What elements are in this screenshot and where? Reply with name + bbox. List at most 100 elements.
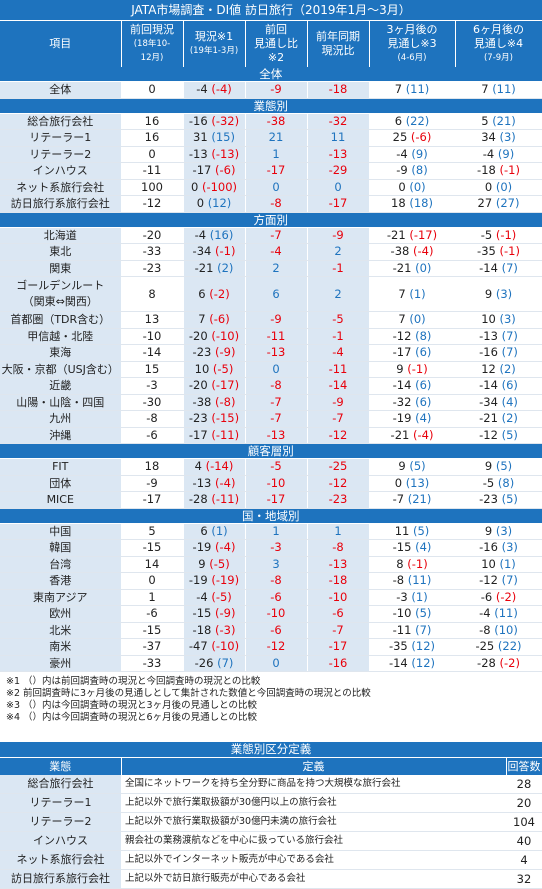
row-label: 訪日旅行系旅行会社 [0,195,122,213]
prev-value: 1 [121,589,184,606]
current-value: 9 (-5) [183,556,246,573]
outlook-3month: -17 (6) [369,344,456,362]
table-row: 北米 -15 -18 (-3) -6 -7 -11 (7) -8 (10) [0,622,542,639]
definition-text: 親会社の業務渡航などを中心に扱っている旅行会社 [121,831,506,851]
definition-responses: 20 [506,793,542,813]
prev-value: 18 [121,458,184,476]
outlook-3month: -4 (9) [369,146,456,163]
yoy-value: -13 [307,146,370,163]
current-value: -19 (-19) [183,572,246,590]
table-row: 北海道 -20 -4 (16) -7 -9 -21 (-17) -5 (-1) [0,227,542,244]
current-value: 7 (-6) [183,311,246,329]
current-value: -38 (-8) [183,394,246,411]
current-value: 0 (-100) [183,179,246,196]
prev-value: 13 [121,311,184,329]
definition-row: リテーラー2 上記以外で旅行業取扱額が30億円未満の旅行会社 104 [0,812,542,832]
yoy-value: 2 [307,243,370,261]
prev-value: 5 [121,523,184,540]
compare-value: -11 [245,328,308,345]
current-value: -26 (7) [183,655,246,672]
outlook-6month: -8 (10) [455,622,542,639]
definition-responses: 28 [506,775,542,794]
prev-value: -23 [121,260,184,277]
yoy-value: -9 [307,394,370,411]
current-value: -47 (-10) [183,638,246,656]
header-3month: 3ヶ月後の 見通し※3 (4-6月) [369,21,456,67]
prev-value: -6 [121,427,184,444]
outlook-6month: 7 (11) [455,81,542,99]
prev-value: -8 [121,410,184,428]
row-label: 関東 [0,260,122,277]
compare-value: -8 [245,377,308,395]
prev-value: -37 [121,638,184,656]
prev-value: 16 [121,113,184,130]
prev-value: -9 [121,475,184,492]
prev-value: 0 [121,81,184,99]
row-label: ゴールデンルート （関東⇔関西） [0,276,122,312]
section-title: 国・地域別 [0,508,542,524]
prev-value: -30 [121,394,184,411]
outlook-6month: 9 (3) [455,276,542,312]
definition-text: 上記以外で訪日旅行販売が中心である会社 [121,869,506,889]
row-label: インハウス [0,162,122,180]
outlook-6month: 9 (5) [455,458,542,476]
current-value: -4 (-5) [183,589,246,606]
yoy-value: -12 [307,475,370,492]
row-label: ネット系旅行会社 [0,179,122,196]
outlook-3month: 6 (22) [369,113,456,130]
definition-text: 上記以外で旅行業取扱額が30億円以上の旅行会社 [121,793,506,813]
definition-type: リテーラー1 [0,793,121,813]
footnote-3: ※3 （）内は今回調査時の現況と3ヶ月後の見通しとの比較 [6,700,257,711]
prev-value: -33 [121,243,184,261]
header-prev: 前回現況 (18年10- 12月) [121,21,184,67]
compare-value: 1 [245,523,308,540]
outlook-3month: 9 (5) [369,458,456,476]
current-value: -15 (-9) [183,605,246,623]
yoy-value: -12 [307,427,370,444]
prev-value: 100 [121,179,184,196]
current-value: -4 (16) [183,227,246,244]
outlook-3month: 8 (-1) [369,556,456,573]
outlook-6month: -14 (6) [455,377,542,395]
outlook-3month: -11 (7) [369,622,456,639]
definition-row: インハウス 親会社の業務渡航などを中心に扱っている旅行会社 40 [0,831,542,851]
outlook-3month: 0 (0) [369,179,456,196]
table-row: 台湾 14 9 (-5) 3 -13 8 (-1) 10 (1) [0,556,542,573]
yoy-value: -7 [307,410,370,428]
yoy-value: -18 [307,81,370,99]
outlook-6month: -14 (7) [455,260,542,277]
compare-value: -7 [245,394,308,411]
yoy-value: -9 [307,227,370,244]
row-label: 総合旅行会社 [0,113,122,130]
outlook-6month: 5 (21) [455,113,542,130]
outlook-3month: -10 (5) [369,605,456,623]
outlook-6month: -4 (11) [455,605,542,623]
definition-responses: 104 [506,812,542,832]
prev-value: -14 [121,344,184,362]
yoy-value: -25 [307,458,370,476]
yoy-value: -23 [307,491,370,509]
table-row: 山陽・山陰・四国 -30 -38 (-8) -7 -9 -32 (6) -34 (4) [0,394,542,411]
compare-value: 0 [245,655,308,672]
current-value: -13 (-4) [183,475,246,492]
outlook-3month: 7 (0) [369,311,456,329]
outlook-6month: -35 (-1) [455,243,542,261]
compare-value: -10 [245,605,308,623]
current-value: -23 (-15) [183,410,246,428]
definition-text: 上記以外で旅行業取扱額が30億円未満の旅行会社 [121,812,506,832]
definition-row: リテーラー1 上記以外で旅行業取扱額が30億円以上の旅行会社 20 [0,793,542,813]
definitions-table: 業態 定義 回答数 総合旅行会社 全国にネットワークを持ち全分野に商品を持つ大規模… [0,758,542,889]
compare-value: 3 [245,556,308,573]
outlook-3month: -12 (8) [369,328,456,345]
di-table-body: 全体 全体 0 -4 (-4) -9 -18 7 (11) 7 (11) 業態別 総合旅行会社 16… [0,67,542,672]
outlook-3month: -7 (21) [369,491,456,509]
row-label: 台湾 [0,556,122,573]
row-label: 首都圏（TDR含む） [0,311,122,329]
row-label: リテーラー2 [0,146,122,163]
outlook-3month: -14 (6) [369,377,456,395]
prev-value: -17 [121,491,184,509]
header-6month: 6ヶ月後の 見通し※4 (7-9月) [455,21,542,67]
report-title: JATA市場調査・DI値 訪日旅行（2019年1月～3月） [0,0,542,21]
section-header-row: 全体 [0,67,542,82]
row-label: 北海道 [0,227,122,244]
